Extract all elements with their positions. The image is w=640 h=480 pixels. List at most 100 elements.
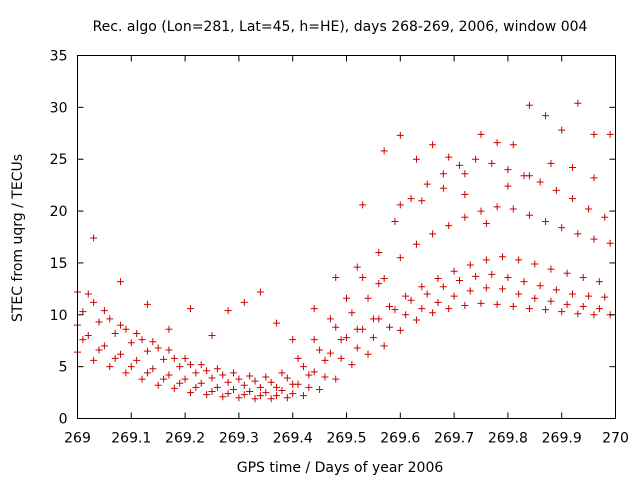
data-point <box>337 354 345 362</box>
chart-title: Rec. algo (Lon=281, Lat=45, h=HE), days … <box>93 19 588 35</box>
data-point <box>477 207 485 215</box>
data-point <box>542 112 550 120</box>
x-tick-label: 269.3 <box>219 431 259 447</box>
data-point <box>165 371 173 379</box>
data-point <box>407 195 415 203</box>
data-point <box>407 296 415 304</box>
data-point <box>450 267 458 275</box>
data-point <box>289 390 297 398</box>
y-tick-label: 0 <box>59 412 68 428</box>
data-point <box>251 377 259 385</box>
data-point <box>552 286 560 294</box>
data-point <box>305 371 313 379</box>
data-point <box>429 309 437 317</box>
data-point <box>515 256 523 264</box>
data-point <box>429 141 437 149</box>
data-point <box>208 332 216 340</box>
data-point <box>466 287 474 295</box>
data-point <box>208 388 216 396</box>
data-point <box>256 392 264 400</box>
data-point <box>493 203 501 211</box>
y-axis-label: STEC from uqrg / TECUs <box>10 154 26 322</box>
data-point <box>197 379 205 387</box>
x-tick-label: 270 <box>602 431 629 447</box>
data-point <box>353 344 361 352</box>
data-point <box>477 299 485 307</box>
data-point <box>224 390 232 398</box>
data-point <box>79 336 87 344</box>
data-point <box>429 230 437 238</box>
data-point <box>445 153 453 161</box>
data-point <box>439 184 447 192</box>
data-point <box>273 383 281 391</box>
data-point <box>230 385 238 393</box>
data-point <box>418 197 426 205</box>
data-point <box>192 383 200 391</box>
data-point <box>240 381 248 389</box>
data-point <box>434 298 442 306</box>
data-point <box>386 323 394 331</box>
data-point <box>369 334 377 342</box>
data-point <box>95 346 103 354</box>
data-point <box>606 130 614 138</box>
y-tick-label: 10 <box>50 308 68 324</box>
series-track-6 <box>84 155 609 381</box>
data-point <box>240 391 248 399</box>
data-point <box>434 274 442 282</box>
data-point <box>100 307 108 315</box>
y-tick-label: 30 <box>50 100 68 116</box>
data-point <box>568 164 576 172</box>
data-point <box>585 292 593 300</box>
x-tick-label: 269.9 <box>542 431 582 447</box>
data-point <box>525 101 533 109</box>
data-point <box>299 363 307 371</box>
data-point <box>240 298 248 306</box>
data-point <box>488 270 496 278</box>
data-point <box>590 130 598 138</box>
data-point <box>106 315 114 323</box>
data-point <box>283 394 291 402</box>
data-point <box>133 356 141 364</box>
data-point <box>176 379 184 387</box>
x-tick-label: 269 <box>64 431 91 447</box>
data-point <box>590 174 598 182</box>
data-point <box>337 336 345 344</box>
data-point <box>563 269 571 277</box>
y-tick-label: 25 <box>50 152 68 168</box>
data-point <box>95 318 103 326</box>
data-point <box>504 273 512 281</box>
data-point <box>595 278 603 286</box>
data-point <box>472 155 480 163</box>
data-point <box>606 239 614 247</box>
data-point <box>122 325 130 333</box>
data-point <box>391 217 399 225</box>
data-point <box>396 254 404 262</box>
data-point <box>84 290 92 298</box>
data-point <box>143 369 151 377</box>
data-point <box>423 290 431 298</box>
data-point <box>439 283 447 291</box>
data-point <box>488 159 496 167</box>
data-point <box>590 235 598 243</box>
x-tick-label: 269.2 <box>165 431 205 447</box>
data-point <box>154 381 162 389</box>
data-point <box>299 392 307 400</box>
data-point <box>154 344 162 352</box>
data-point <box>165 325 173 333</box>
series-track-8 <box>359 99 614 209</box>
series-track-2 <box>79 284 603 400</box>
data-point <box>525 305 533 313</box>
data-point <box>321 373 329 381</box>
data-point <box>332 375 340 383</box>
data-point <box>117 278 125 286</box>
data-point <box>246 388 254 396</box>
data-point <box>127 363 135 371</box>
data-point <box>568 290 576 298</box>
data-point <box>601 213 609 221</box>
data-point <box>289 336 297 344</box>
data-point <box>111 354 119 362</box>
data-point <box>353 325 361 333</box>
x-tick-label: 269.5 <box>326 431 366 447</box>
